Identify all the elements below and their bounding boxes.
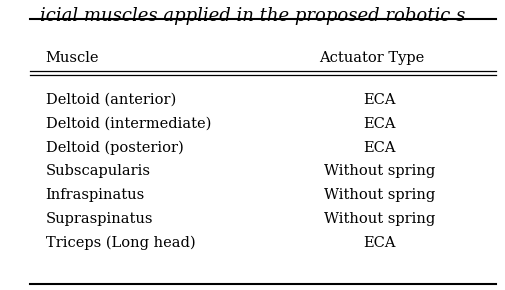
Text: Deltoid (posterior): Deltoid (posterior)	[45, 140, 183, 155]
Text: Actuator Type: Actuator Type	[318, 51, 423, 65]
Text: ECA: ECA	[363, 141, 395, 155]
Text: Infraspinatus: Infraspinatus	[45, 188, 144, 202]
Text: Subscapularis: Subscapularis	[45, 164, 150, 178]
Text: Muscle: Muscle	[45, 51, 99, 65]
Text: Triceps (Long head): Triceps (Long head)	[45, 235, 195, 250]
Text: Supraspinatus: Supraspinatus	[45, 212, 153, 226]
Text: Without spring: Without spring	[323, 212, 434, 226]
Text: ECA: ECA	[363, 117, 395, 131]
Text: icial muscles applied in the proposed robotic s: icial muscles applied in the proposed ro…	[40, 7, 465, 25]
Text: ECA: ECA	[363, 93, 395, 107]
Text: Without spring: Without spring	[323, 188, 434, 202]
Text: ECA: ECA	[363, 236, 395, 250]
Text: Without spring: Without spring	[323, 164, 434, 178]
Text: Deltoid (intermediate): Deltoid (intermediate)	[45, 117, 211, 131]
Text: Deltoid (anterior): Deltoid (anterior)	[45, 93, 175, 107]
